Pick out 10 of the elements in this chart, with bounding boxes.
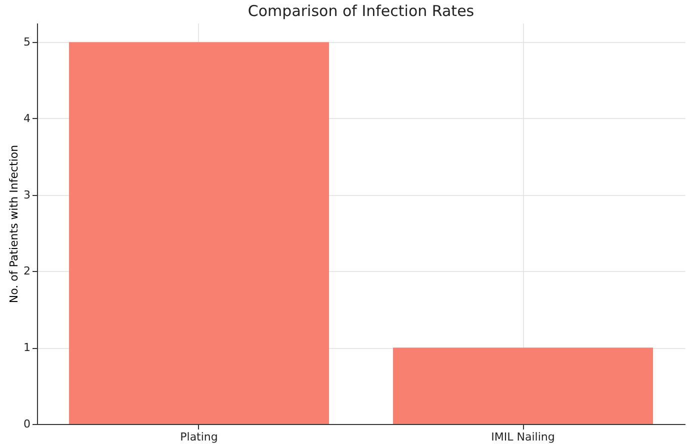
- chart-title: Comparison of Infection Rates: [248, 2, 474, 20]
- y-tick-label: 2: [24, 264, 30, 278]
- x-tick-label: IMIL Nailing: [491, 430, 555, 444]
- y-tick-label: 1: [24, 341, 30, 354]
- x-tick-label: Plating: [180, 430, 218, 444]
- y-tick-label: 4: [24, 112, 30, 125]
- y-tick-label: 3: [24, 188, 30, 202]
- y-tick-label: 0: [24, 418, 30, 430]
- y-tick-label: 5: [24, 36, 30, 49]
- y-axis-title: No. of Patients with Infection: [8, 144, 20, 304]
